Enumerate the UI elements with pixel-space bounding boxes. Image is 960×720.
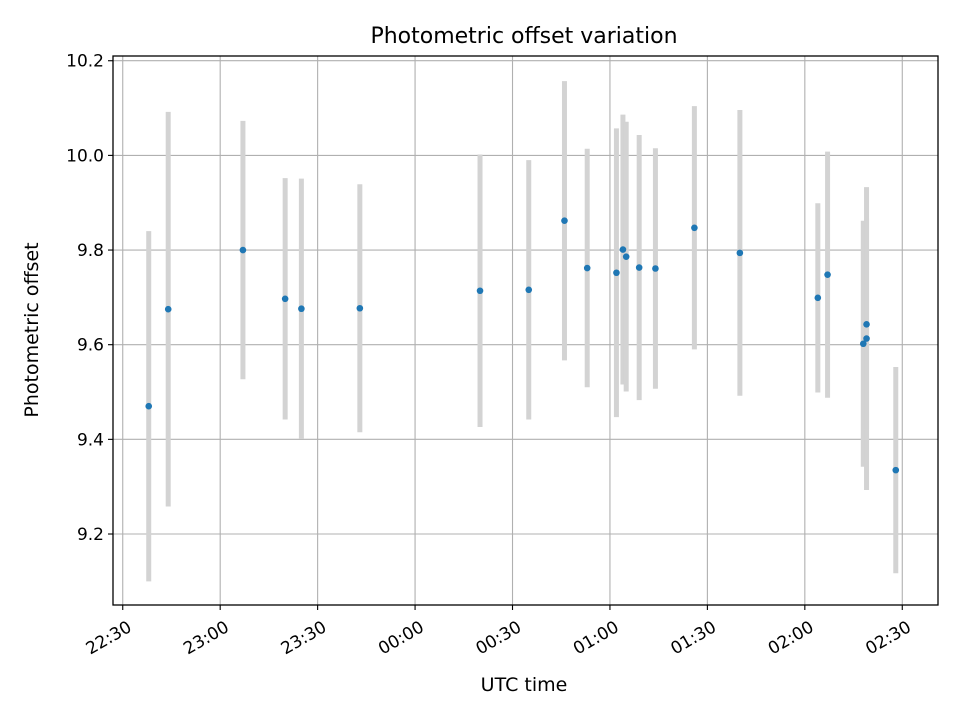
data-point xyxy=(619,246,627,253)
data-point xyxy=(892,466,900,474)
data-point xyxy=(691,224,698,232)
data-point xyxy=(281,295,289,303)
data-point xyxy=(583,264,591,272)
data-point xyxy=(164,305,172,313)
point-layer xyxy=(145,217,900,474)
y-tick-label: 10.0 xyxy=(66,146,104,166)
plot-frame xyxy=(112,55,939,606)
data-point xyxy=(652,265,659,272)
data-point xyxy=(622,253,630,260)
y-axis-label: Photometric offset xyxy=(21,242,43,417)
data-point xyxy=(476,287,484,295)
data-point xyxy=(635,264,643,271)
data-point xyxy=(863,321,870,328)
x-axis-label: UTC time xyxy=(481,674,568,696)
data-point xyxy=(239,246,247,254)
y-tick-label: 9.8 xyxy=(77,241,104,261)
data-point xyxy=(824,271,831,278)
data-point xyxy=(298,305,305,313)
data-point xyxy=(356,304,364,312)
y-tick-label: 9.4 xyxy=(77,430,104,450)
data-point xyxy=(561,217,568,224)
grid-layer xyxy=(113,56,938,605)
data-point xyxy=(859,340,867,348)
y-axis-ticks: 9.2 9.4 9.6 9.8 10.0 10.2 xyxy=(66,52,113,545)
data-point xyxy=(736,249,744,257)
chart-title: Photometric offset variation xyxy=(370,24,677,49)
data-point xyxy=(145,402,153,410)
data-point xyxy=(613,269,620,277)
data-point xyxy=(863,335,870,342)
data-point xyxy=(814,294,822,302)
y-tick-label: 10.2 xyxy=(66,52,104,72)
y-tick-label: 9.2 xyxy=(77,525,104,545)
y-tick-label: 9.6 xyxy=(77,336,104,356)
data-point xyxy=(525,286,533,294)
